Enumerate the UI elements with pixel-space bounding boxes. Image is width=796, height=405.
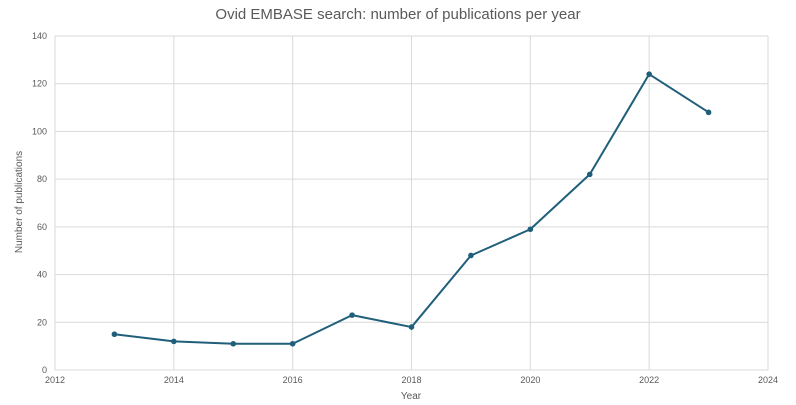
x-tick-label: 2018: [401, 375, 421, 385]
data-point: [230, 340, 237, 347]
y-tick-label: 120: [32, 79, 47, 89]
x-tick-label: 2024: [758, 375, 778, 385]
series: [111, 71, 712, 347]
data-point: [408, 324, 415, 330]
x-axis-label: Year: [401, 391, 422, 402]
y-axis-label: Number of publications: [14, 151, 25, 253]
tick-labels: 0 20 40 60 80 100 120 140 2012 2014 2016 2018 2020 20…: [32, 31, 778, 385]
y-tick-label: 100: [32, 126, 47, 136]
chart-title: Ovid EMBASE search: number of publicatio…: [215, 6, 581, 23]
x-tick-label: 2012: [45, 375, 65, 385]
data-point: [705, 109, 712, 116]
data-point: [468, 252, 474, 259]
data-point: [171, 338, 177, 345]
data-point: [349, 312, 355, 318]
data-point: [289, 340, 296, 347]
y-tick-label: 60: [37, 222, 47, 232]
data-point: [527, 226, 534, 233]
x-tick-label: 2020: [520, 375, 540, 385]
y-tick-label: 80: [37, 174, 47, 184]
y-tick-label: 40: [37, 270, 47, 280]
y-tick-label: 0: [42, 365, 47, 375]
x-tick-label: 2014: [164, 375, 184, 385]
data-point: [646, 71, 652, 77]
y-tick-label: 140: [32, 31, 47, 41]
data-point: [586, 171, 593, 178]
grid-lines: [54, 35, 769, 371]
data-point: [111, 331, 118, 338]
y-tick-label: 20: [37, 317, 47, 327]
x-tick-label: 2016: [283, 375, 303, 385]
x-tick-label: 2022: [639, 375, 659, 385]
